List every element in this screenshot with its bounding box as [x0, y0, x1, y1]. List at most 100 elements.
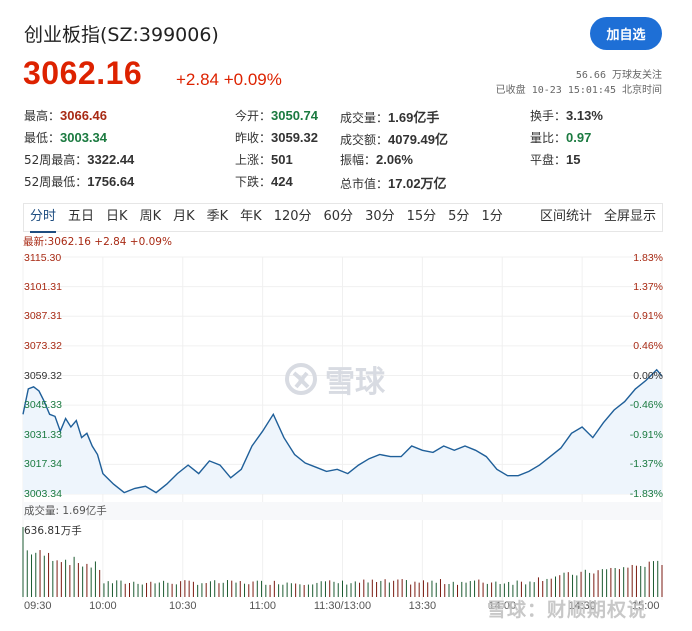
followers-count: 56.66 万球友关注: [575, 70, 662, 81]
stat-item: 振幅：2.06%: [340, 151, 413, 168]
tab-60分[interactable]: 60分: [323, 209, 354, 224]
stat-item: 52周最低：1756.64: [24, 173, 134, 190]
tab-年K[interactable]: 年K: [240, 209, 262, 224]
stat-label: 成交额：: [340, 133, 389, 147]
x-axis-label: 14:00: [488, 600, 517, 612]
y-axis-label: 3017.34: [24, 458, 62, 471]
stat-value: 2.06%: [376, 152, 413, 167]
y-axis-label: 3101.31: [24, 280, 62, 293]
y-axis-label: 0.00%: [633, 369, 663, 382]
y-axis-label: -0.46%: [629, 399, 663, 412]
stat-item: 昨收：3059.32: [235, 129, 318, 146]
stat-item: 换手：3.13%: [530, 107, 603, 124]
stat-label: 总市值：: [340, 177, 389, 191]
x-axis-label: 11:00: [249, 600, 276, 612]
stat-item: 52周最高：3322.44: [24, 151, 134, 168]
y-axis-label: 1.83%: [633, 252, 663, 264]
stat-value: 3003.34: [60, 130, 108, 145]
stat-label: 52周最高：: [24, 153, 88, 167]
tab-5分[interactable]: 5分: [448, 209, 470, 224]
stat-label: 换手：: [530, 109, 567, 123]
tool-区间统计[interactable]: 区间统计: [539, 209, 592, 224]
y-axis-label: 3087.31: [24, 310, 62, 323]
market-status: 56.66 万球友关注 已收盘 10-23 15:01:45 北京时间: [496, 68, 662, 98]
stat-value: 1.69亿手: [388, 110, 440, 125]
stat-label: 最低：: [24, 131, 61, 145]
stat-label: 平盘：: [530, 153, 567, 167]
stat-value: 501: [271, 152, 293, 167]
stat-value: 17.02万亿: [388, 176, 447, 191]
tab-1分[interactable]: 1分: [481, 209, 503, 224]
tab-30分[interactable]: 30分: [365, 209, 395, 224]
stat-value: 3.13%: [566, 108, 603, 123]
x-axis-label: 10:00: [89, 600, 117, 612]
volume-max: 636.81万手: [24, 525, 82, 537]
y-axis-label: 3031.33: [24, 428, 62, 441]
tab-周K[interactable]: 周K: [139, 209, 162, 224]
y-axis-label: -1.37%: [629, 458, 663, 471]
latest-quote-line: 最新:3062.16 +2.84 +0.09%: [23, 236, 172, 248]
stat-item: 成交额：4079.49亿: [340, 129, 448, 148]
watermark-text: 雪球: [325, 365, 385, 400]
stat-label: 52周最低：: [24, 175, 88, 189]
stat-item: 上涨：501: [235, 151, 293, 168]
stat-item: 最低：3003.34: [24, 129, 107, 146]
stat-label: 昨收：: [235, 131, 272, 145]
stat-label: 量比：: [530, 131, 567, 145]
stat-item: 成交量：1.69亿手: [340, 107, 439, 126]
stat-value: 424: [271, 174, 293, 189]
y-axis-label: 3115.30: [24, 252, 62, 264]
y-axis-label: -0.91%: [629, 428, 663, 441]
stat-label: 下跌：: [235, 175, 272, 189]
intraday-chart[interactable]: [0, 248, 692, 631]
stat-label: 上涨：: [235, 153, 272, 167]
stat-item: 量比：0.97: [530, 129, 591, 146]
stat-item: 今开：3050.74: [235, 107, 318, 124]
y-axis-label: 0.46%: [633, 339, 663, 352]
y-axis-label: 1.37%: [633, 280, 663, 293]
y-axis-label: 3059.32: [24, 369, 62, 382]
stat-value: 3050.74: [271, 108, 319, 123]
stat-value: 3059.32: [271, 130, 319, 145]
tab-15分[interactable]: 15分: [406, 209, 437, 224]
footer-watermark: 雪球：财顺期权说: [487, 599, 648, 621]
tab-季K[interactable]: 季K: [206, 209, 229, 224]
stat-value: 3066.46: [60, 108, 108, 123]
stat-value: 1756.64: [87, 174, 135, 189]
stat-label: 成交量：: [340, 111, 389, 125]
stat-item: 平盘：15: [530, 151, 580, 168]
x-axis-label: 14:30: [568, 600, 596, 612]
stat-label: 最高：: [24, 109, 61, 123]
stat-label: 振幅：: [340, 153, 377, 167]
volume-label: 成交量: 1.69亿手: [23, 502, 663, 520]
xueqiu-watermark: 雪球: [283, 357, 385, 401]
x-axis-label: 15:00: [632, 600, 660, 612]
tab-五日[interactable]: 五日: [68, 209, 95, 224]
y-axis-label: 3045.33: [24, 399, 62, 412]
xueqiu-logo-icon: [285, 363, 317, 395]
stat-value: 3322.44: [87, 152, 135, 167]
tab-月K[interactable]: 月K: [173, 209, 195, 224]
x-axis-label: 10:30: [168, 600, 197, 612]
stock-title: 创业板指(SZ:399006): [24, 24, 219, 46]
price-change: +2.84 +0.09%: [176, 70, 282, 89]
tool-全屏显示[interactable]: 全屏显示: [603, 209, 656, 224]
tab-120分[interactable]: 120分: [273, 209, 312, 224]
tab-日K[interactable]: 日K: [106, 209, 128, 224]
x-axis-label: 11:30/13:00: [313, 600, 372, 612]
x-axis-label: 13:30: [408, 600, 437, 612]
y-axis-label: -1.83%: [629, 488, 663, 500]
add-to-watchlist-button[interactable]: 加自选: [590, 17, 662, 50]
chart-period-tabs: 分时 五日 日K 周K 月K 季K 年K 120分 60分 30分 15分 5分 1分 区间统计 全屏显示: [23, 203, 663, 233]
current-price: 3062.16: [23, 55, 143, 91]
y-axis-label: 3073.32: [24, 339, 62, 352]
stat-value: 0.97: [566, 130, 592, 145]
stat-value: 15: [566, 152, 581, 167]
close-status: 已收盘 10-23 15:01:45 北京时间: [495, 85, 662, 96]
y-axis-label: 3003.34: [24, 488, 62, 500]
tab-分时[interactable]: 分时: [24, 203, 62, 233]
stat-item: 下跌：424: [235, 173, 293, 190]
stat-item: 最高：3066.46: [24, 107, 107, 124]
y-axis-label: 0.91%: [633, 310, 663, 323]
stat-label: 今开：: [235, 109, 272, 123]
